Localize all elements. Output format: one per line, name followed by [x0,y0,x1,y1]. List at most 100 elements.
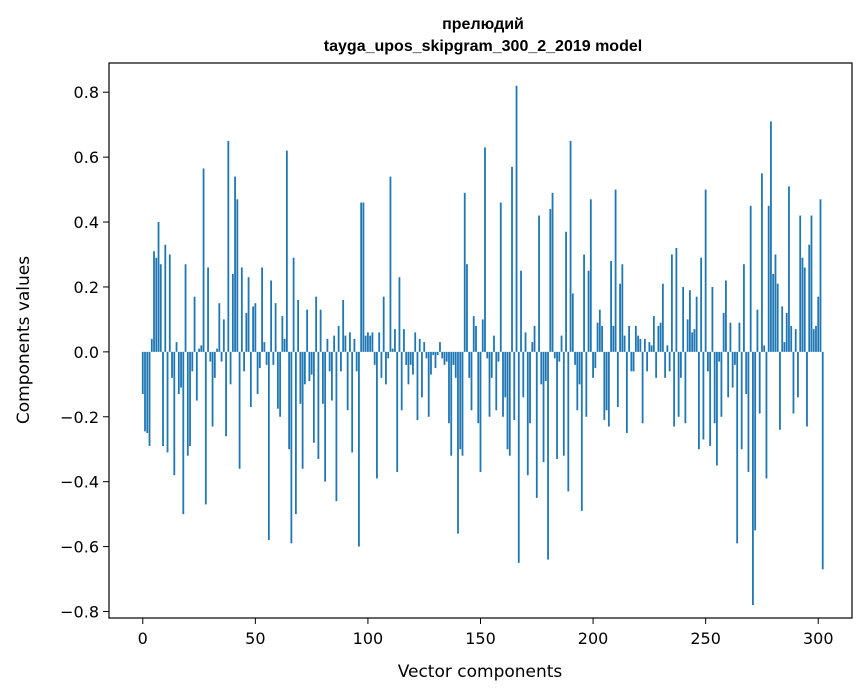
bar-293 [801,257,804,352]
bar-66 [290,351,293,544]
bar-47 [247,277,250,352]
bar-43 [238,351,241,469]
bar-143 [463,192,466,352]
bar-196 [583,254,585,352]
bar-219 [634,325,637,352]
bar-274 [758,351,761,414]
bar-57 [270,280,273,352]
bar-259 [725,280,727,352]
bar-121 [414,332,417,352]
bar-103 [373,351,376,365]
bar-135 [445,351,448,362]
bar-37 [225,351,227,437]
bars-layer [141,85,824,606]
bar-211 [616,351,619,408]
bar-265 [738,322,741,352]
bar-272 [754,351,757,531]
bar-39 [229,351,232,385]
y-tick-label-3: −0.2 [60,408,99,427]
bar-102 [371,332,374,352]
bar-107 [382,296,385,352]
bar-4 [150,338,153,352]
bar-281 [774,254,777,352]
bar-157 [495,351,498,411]
bar-222 [641,351,644,424]
bar-246 [695,296,698,352]
bar-129 [432,351,435,356]
bar-41 [234,176,236,352]
bar-174 [533,325,536,352]
bar-261 [729,322,732,352]
bar-290 [794,329,797,352]
bar-124 [421,351,423,398]
bar-171 [526,351,529,476]
bar-131 [436,351,439,356]
y-tick-label-5: 0.2 [74,278,99,297]
bar-99 [364,335,367,352]
bar-296 [808,244,811,352]
bar-214 [623,335,626,352]
x-tick-label-200: 200 [578,629,609,648]
y-tick-label-1: −0.6 [60,538,99,557]
bar-277 [765,351,768,479]
bar-162 [506,351,509,450]
bar-295 [806,351,808,427]
bar-270 [749,205,752,352]
bar-64 [285,150,288,352]
bar-220 [637,335,640,352]
bar-101 [369,335,372,352]
bar-14 [173,351,176,476]
bar-148 [475,325,477,352]
bar-154 [488,351,491,417]
bar-250 [704,189,707,352]
bar-61 [279,351,282,417]
bar-50 [254,303,257,352]
bar-112 [394,329,396,352]
bar-69 [297,299,300,352]
bar-42 [236,199,239,352]
bar-251 [707,351,709,372]
bar-216 [628,325,630,352]
bar-139 [454,351,457,378]
chart-subtitle: tayga_upos_skipgram_300_2_2019 model [324,38,642,55]
bar-217 [630,351,633,372]
bar-153 [486,351,489,359]
chart-title: прелюдий [442,16,524,33]
bar-105 [378,332,381,352]
bar-0 [141,351,144,395]
y-tick-label-7: 0.6 [74,148,99,167]
bar-298 [812,329,815,352]
bar-279 [770,121,772,352]
bar-12 [168,254,171,352]
bar-26 [200,345,203,352]
x-axis-label: Vector components [398,662,563,682]
bar-244 [691,332,694,352]
bar-156 [493,335,495,352]
bar-36 [222,319,225,352]
bar-76 [312,351,315,443]
bar-238 [677,351,680,417]
bar-19 [184,264,187,352]
bar-175 [535,351,538,498]
bar-128 [430,351,432,375]
bar-268 [745,351,748,395]
bar-288 [790,325,793,352]
bar-115 [400,351,403,411]
bar-262 [731,351,734,388]
bar-243 [688,290,691,352]
bar-73 [306,309,309,352]
bar-278 [767,205,770,352]
bar-6 [155,257,158,352]
x-tick-label-150: 150 [465,629,496,648]
bar-152 [484,147,486,352]
bar-109 [387,351,390,359]
bar-68 [294,351,297,515]
bar-187 [562,351,565,456]
bar-189 [567,351,570,492]
bar-34 [218,303,221,352]
bar-192 [574,351,576,365]
bar-1 [144,351,146,432]
bar-164 [511,166,513,352]
bar-160 [502,351,504,417]
